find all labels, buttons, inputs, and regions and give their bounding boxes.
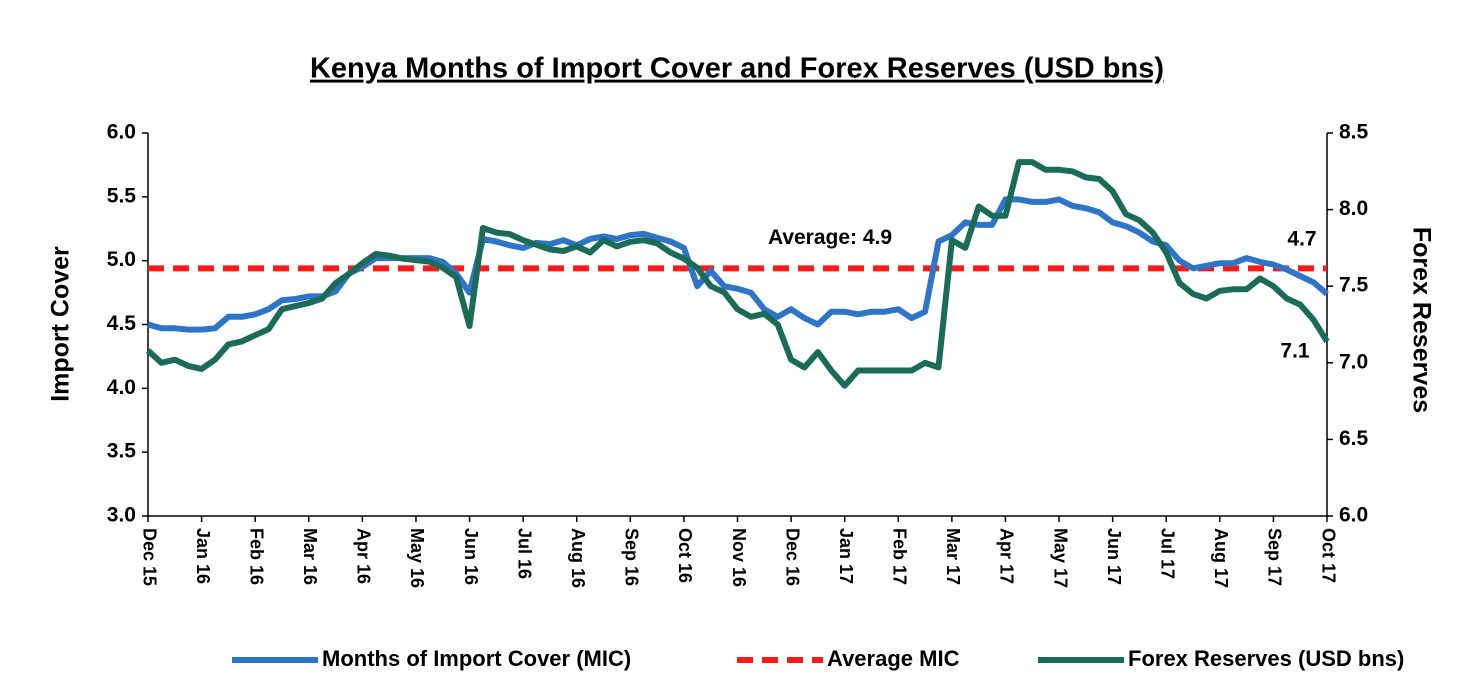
legend-label: Forex Reserves (USD bns) (1128, 646, 1404, 671)
y2-tick-label: 7.0 (1339, 350, 1368, 373)
chart-title: Kenya Months of Import Cover and Forex R… (310, 53, 1164, 85)
y2-tick-label: 6.5 (1339, 427, 1369, 450)
x-tick-label: Mar 17 (943, 528, 963, 585)
x-tick-label: Feb 16 (246, 528, 266, 585)
x-tick-label: Jun 16 (461, 528, 481, 585)
x-tick-label: Jan 17 (836, 528, 856, 584)
y2-axis-label: Forex Reserves (1407, 227, 1435, 413)
y2-tick-label: 8.5 (1339, 121, 1369, 144)
x-tick-label: May 17 (1050, 528, 1070, 588)
average-label: Average: 4.9 (768, 226, 892, 249)
x-tick-label: Sep 16 (622, 528, 642, 586)
x-tick-label: Jul 17 (1157, 528, 1177, 579)
x-tick-label: Jan 16 (193, 528, 213, 584)
x-tick-label: Nov 16 (729, 528, 749, 587)
x-tick-label: Jul 16 (514, 528, 534, 579)
x-tick-label: Aug 16 (568, 528, 588, 588)
x-tick-label: Dec 15 (139, 528, 159, 586)
y2-tick-label: 8.0 (1339, 197, 1368, 220)
legend-label: Months of Import Cover (MIC) (322, 646, 631, 671)
series-line (145, 159, 1330, 389)
x-tick-label: Dec 16 (782, 528, 802, 586)
x-tick-label: Oct 16 (675, 528, 695, 583)
y-tick-label: 3.0 (107, 504, 136, 527)
y2-tick-label: 7.5 (1339, 274, 1369, 297)
x-tick-label: Mar 16 (300, 528, 320, 585)
x-tick-label: Apr 16 (354, 528, 374, 584)
x-tick-label: Oct 17 (1318, 528, 1338, 583)
y2-tick-label: 6.0 (1339, 504, 1368, 527)
y-tick-label: 4.5 (107, 312, 137, 335)
y-axis-label: Import Cover (47, 246, 75, 402)
y-tick-label: 3.5 (107, 440, 137, 463)
annotation: 7.1 (1280, 340, 1310, 363)
x-tick-label: Sep 17 (1265, 528, 1285, 586)
y-tick-label: 5.0 (107, 248, 136, 271)
y-tick-label: 4.0 (107, 376, 136, 399)
x-tick-label: Jun 17 (1104, 528, 1124, 585)
x-tick-label: Apr 17 (997, 528, 1017, 584)
y-tick-label: 5.5 (107, 184, 137, 207)
legend-label: Average MIC (827, 646, 960, 671)
annotation: 4.7 (1287, 228, 1316, 251)
x-tick-label: Feb 17 (890, 528, 910, 585)
x-tick-label: Aug 17 (1211, 528, 1231, 588)
x-tick-label: May 16 (407, 528, 427, 588)
y-tick-label: 6.0 (107, 121, 136, 144)
